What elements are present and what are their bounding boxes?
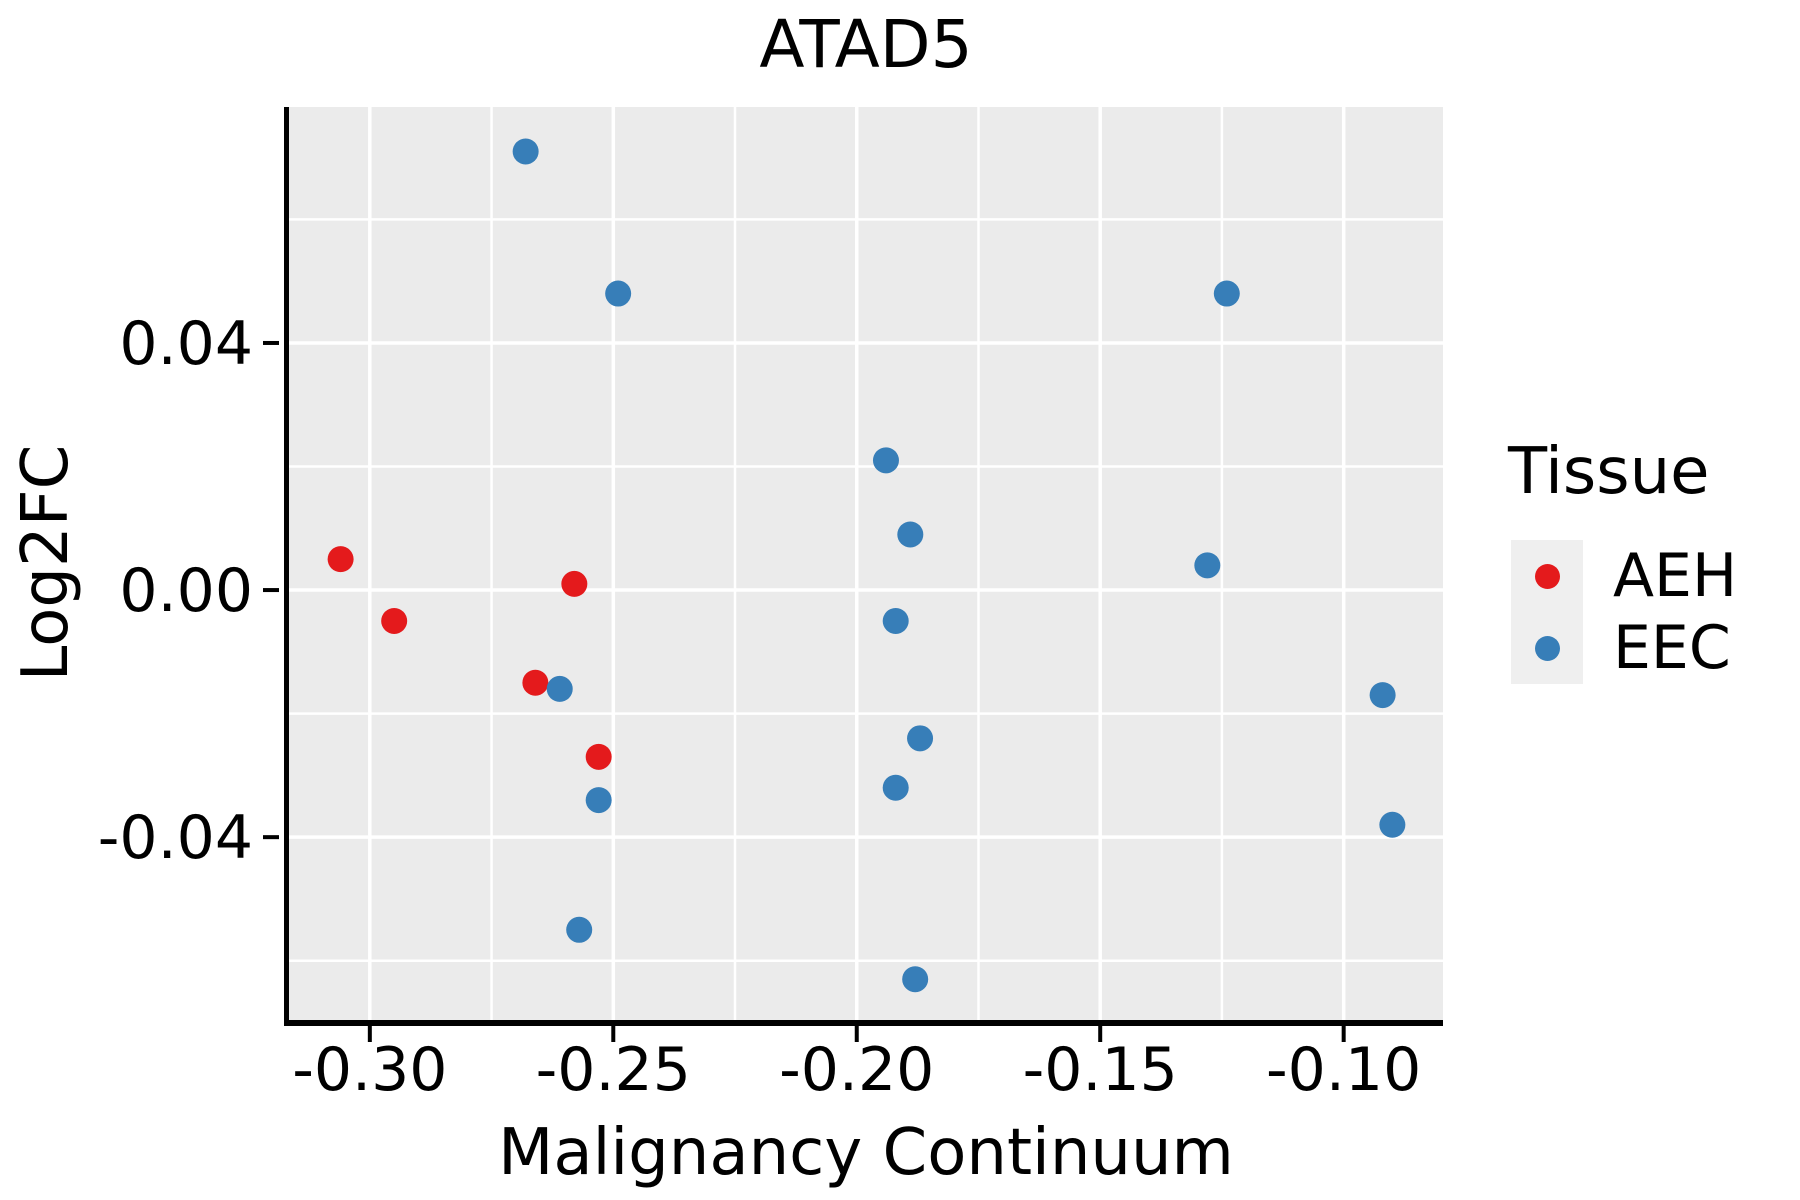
chart-title: ATAD5: [759, 6, 973, 83]
data-point-eec: [512, 138, 539, 165]
legend-label-aeh: AEH: [1613, 541, 1738, 611]
y-tick-label: 0.00: [119, 556, 253, 626]
data-point-eec: [897, 521, 924, 548]
legend-item-aeh: AEH: [1511, 540, 1737, 612]
legend-item-eec: EEC: [1511, 612, 1737, 684]
x-axis-line: [284, 1020, 1443, 1026]
x-axis-title: Malignancy Continuum: [498, 1116, 1234, 1190]
data-point-aeh: [522, 669, 549, 696]
y-tick-label: -0.04: [98, 803, 253, 873]
aeh-dot-icon: [1534, 563, 1560, 589]
y-axis-title: Log2FC: [9, 444, 83, 682]
y-tick-label: 0.04: [119, 309, 253, 379]
legend-keys: AEH EEC: [1511, 540, 1737, 684]
x-tick-label: -0.10: [1266, 1035, 1421, 1105]
legend-title: Tissue: [1508, 435, 1710, 509]
data-point-eec: [872, 447, 899, 474]
data-point-aeh: [561, 570, 588, 597]
data-point-eec: [605, 280, 632, 307]
legend-label-eec: EEC: [1613, 613, 1731, 683]
data-point-eec: [1369, 682, 1396, 709]
legend-key-aeh: [1511, 540, 1583, 612]
eec-dot-icon: [1534, 635, 1560, 661]
x-tick-label: -0.30: [292, 1035, 447, 1105]
data-point-aeh: [381, 607, 408, 634]
plot-panel: [289, 107, 1443, 1020]
x-tick-label: -0.15: [1023, 1035, 1178, 1105]
data-point-eec: [1213, 280, 1240, 307]
legend: Tissue AEH EEC: [1508, 435, 1737, 684]
x-tick-label: -0.20: [779, 1035, 934, 1105]
data-point-eec: [1379, 811, 1406, 838]
data-point-aeh: [327, 546, 354, 573]
legend-key-eec: [1511, 612, 1583, 684]
data-point-eec: [907, 725, 934, 752]
data-point-aeh: [585, 743, 612, 770]
data-point-eec: [882, 774, 909, 801]
x-tick-label: -0.25: [536, 1035, 691, 1105]
data-point-eec: [902, 966, 929, 993]
data-point-eec: [882, 607, 909, 634]
data-point-eec: [546, 675, 573, 702]
data-point-eec: [585, 787, 612, 814]
data-point-eec: [566, 916, 593, 943]
y-axis-line: [284, 107, 289, 1026]
data-point-eec: [1194, 552, 1221, 579]
